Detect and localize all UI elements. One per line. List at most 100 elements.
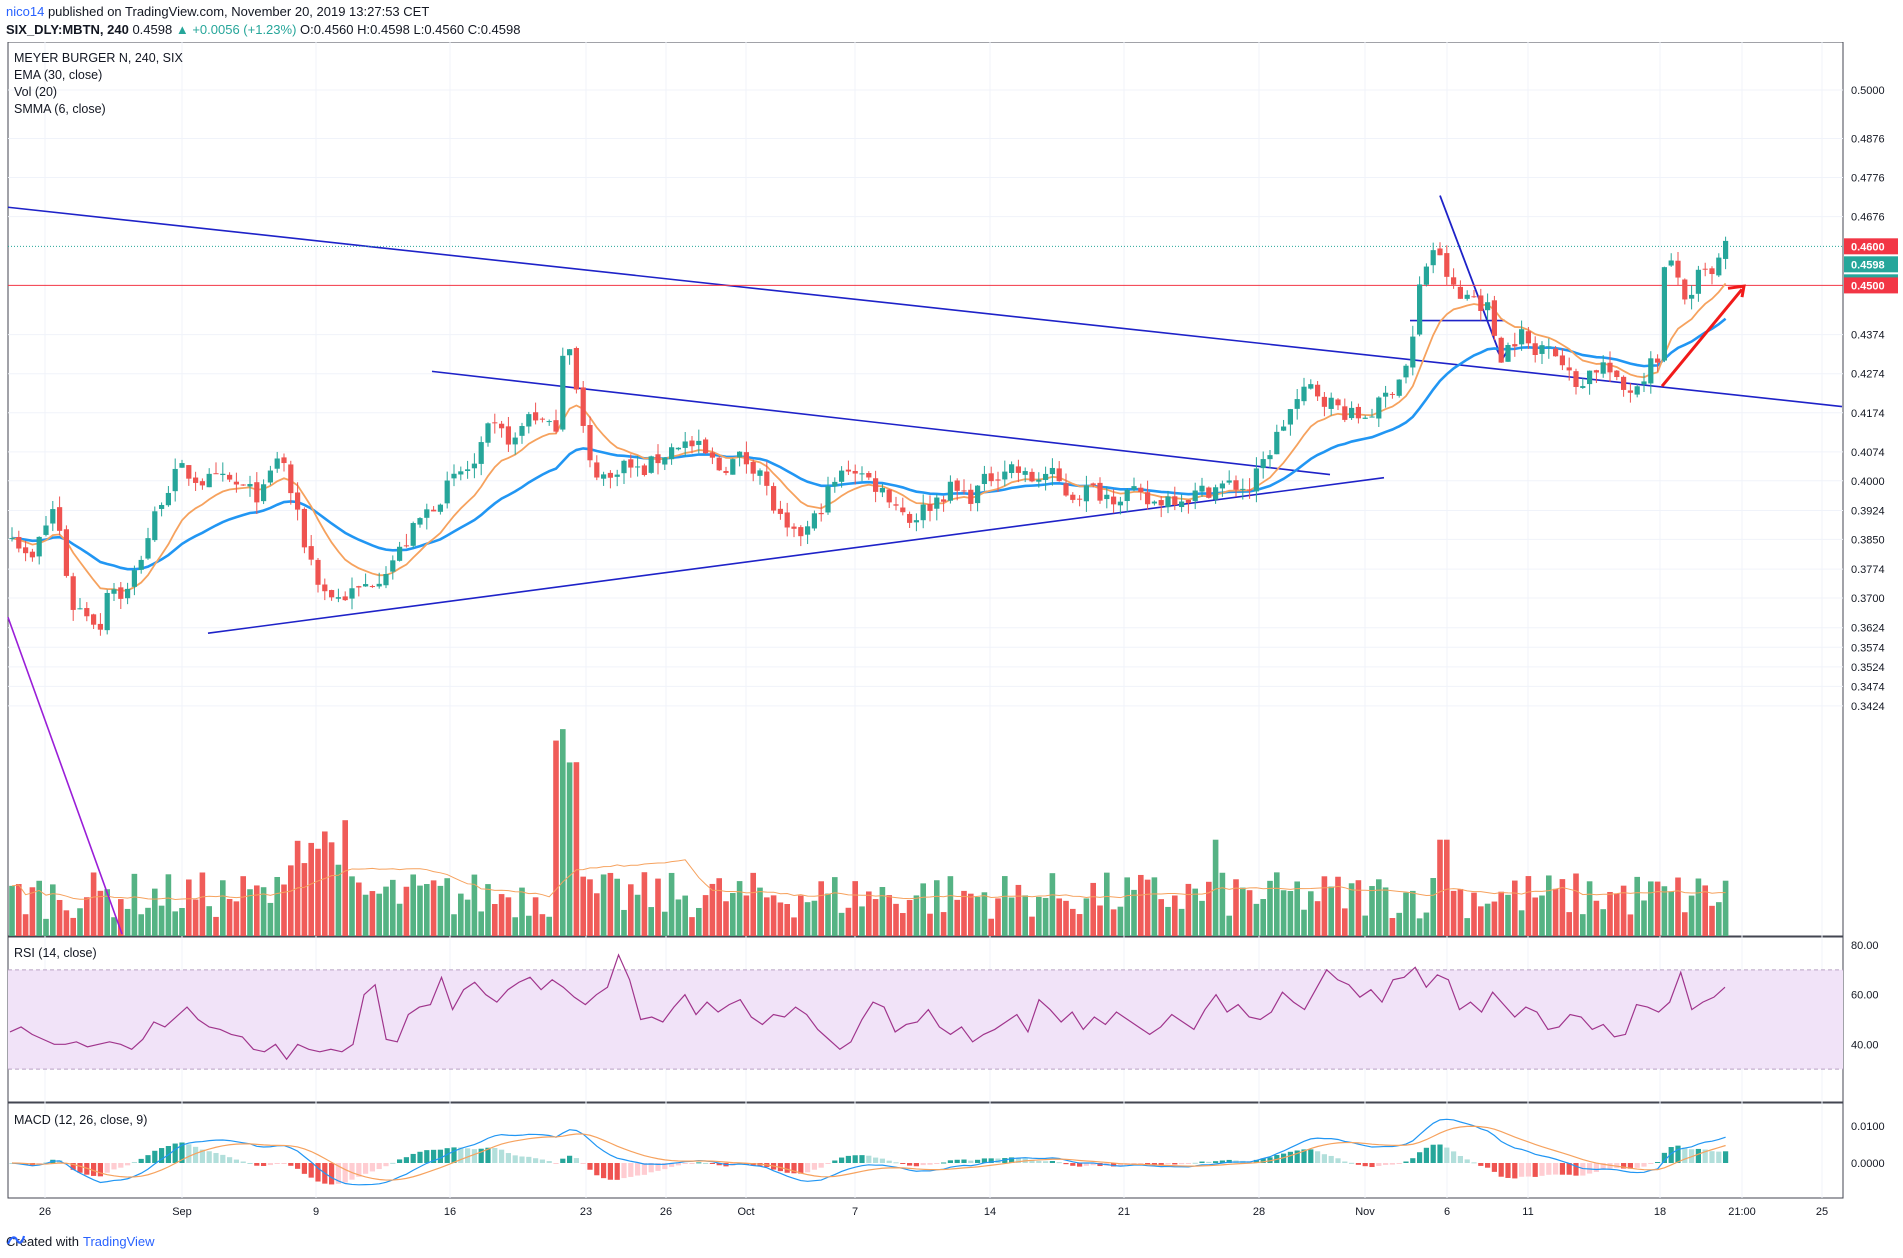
candle-body: [1682, 279, 1688, 300]
author-link[interactable]: nico14: [6, 4, 45, 19]
volume-bar: [1471, 892, 1477, 936]
volume-bar: [1423, 912, 1430, 936]
time-tick-label: 25: [1816, 1206, 1828, 1218]
volume-bar: [757, 887, 763, 936]
candle-body: [1301, 386, 1307, 402]
chart-area[interactable]: 0.5000 0.4876 0.4776 0.4676 0.4374 0.4274 0.41…: [0, 42, 1903, 1232]
candle-body: [567, 349, 573, 356]
rsi-tick-label: 80.00: [1851, 940, 1879, 952]
candle-body: [1328, 397, 1334, 409]
macd-histogram-bar: [159, 1148, 165, 1163]
candle-body: [764, 471, 770, 486]
volume-bar: [519, 887, 525, 936]
candle-body: [1185, 499, 1191, 503]
macd-histogram-bar: [403, 1157, 409, 1163]
volume-bar: [1362, 915, 1368, 936]
price-badge: [1844, 256, 1898, 273]
time-tick-label: 26: [39, 1206, 51, 1218]
volume-bar: [1484, 903, 1491, 936]
volume-bar: [614, 878, 620, 936]
macd-histogram-bar: [1056, 1162, 1062, 1164]
macd-histogram-bar: [947, 1160, 953, 1163]
candle-body: [213, 473, 219, 475]
trendline-descending-long: [7, 206, 1843, 408]
candle-body: [1206, 487, 1212, 498]
volume-bar: [940, 912, 947, 936]
macd-histogram-bar: [1172, 1163, 1178, 1165]
macd-histogram-bar: [1335, 1158, 1341, 1163]
candle-body: [1661, 267, 1667, 361]
macd-histogram-bar: [1614, 1163, 1620, 1169]
candle-body: [186, 465, 192, 479]
candle-body: [206, 473, 212, 488]
macd-histogram-bar: [988, 1158, 994, 1163]
volume-bar: [1382, 887, 1389, 936]
macd-histogram-bar: [1532, 1163, 1538, 1177]
candle-body: [199, 481, 205, 486]
time-tick-label: 11: [1522, 1206, 1533, 1218]
macd-histogram-bar: [1179, 1163, 1185, 1165]
volume-bar: [1090, 882, 1096, 936]
macd-histogram-bar: [118, 1163, 124, 1168]
volume-bar: [63, 910, 70, 936]
legend-smma[interactable]: SMMA (6, close): [14, 102, 106, 116]
candle-body: [1111, 496, 1117, 505]
macd-histogram-bar: [1253, 1159, 1259, 1163]
candle-body: [1172, 496, 1178, 505]
macd-legend[interactable]: MACD (12, 26, close, 9): [14, 1113, 148, 1127]
publish-line: nico14 published on TradingView.com, Nov…: [6, 4, 429, 19]
price-badge: [1844, 238, 1898, 255]
macd-histogram-bar: [1376, 1163, 1382, 1166]
candle-body: [1362, 417, 1368, 419]
price-tick-label: 0.4000: [1851, 476, 1885, 488]
volume-bar: [1389, 918, 1396, 936]
macd-histogram-bar: [91, 1163, 97, 1176]
macd-histogram-bar: [1036, 1160, 1042, 1163]
volume-bar: [342, 820, 348, 936]
macd-histogram-bar: [1342, 1161, 1348, 1163]
volume-bar: [444, 878, 450, 936]
candle-body: [641, 465, 647, 475]
time-tick-label: Sep: [172, 1206, 192, 1218]
legend-ema[interactable]: EMA (30, close): [14, 68, 103, 82]
volume-bar: [437, 885, 444, 936]
chart-svg[interactable]: 0.5000 0.4876 0.4776 0.4676 0.4374 0.4274 0.41…: [0, 42, 1903, 1232]
volume-bar: [267, 902, 274, 936]
candle-body: [648, 456, 654, 473]
volume-bar: [43, 918, 49, 936]
macd-histogram-bar: [267, 1163, 273, 1166]
candle-body: [1389, 393, 1395, 395]
macd-histogram-bar: [553, 1163, 559, 1164]
volume-bar: [1416, 918, 1423, 936]
macd-histogram-bar: [1369, 1163, 1375, 1168]
macd-histogram-bar: [1682, 1147, 1688, 1163]
time-tick-label: 18: [1654, 1206, 1666, 1218]
volume-bar: [1294, 881, 1300, 936]
macd-histogram-bar: [1029, 1159, 1035, 1163]
candle-body: [1199, 485, 1205, 492]
macd-histogram-bar: [179, 1142, 185, 1163]
candle-body: [730, 459, 736, 475]
macd-histogram-bar: [1600, 1163, 1606, 1170]
candle-body: [478, 442, 484, 464]
tradingview-link[interactable]: TradingView: [82, 1234, 155, 1249]
macd-histogram-bar: [1709, 1151, 1715, 1163]
volume-bar: [179, 908, 185, 936]
legend-vol[interactable]: Vol (20): [14, 85, 58, 99]
volume-bar: [97, 890, 104, 936]
volume-bar: [743, 895, 750, 936]
candle-body: [451, 473, 457, 479]
macd-histogram-bar: [417, 1151, 423, 1163]
candle-body: [798, 527, 804, 537]
candle-body: [261, 484, 267, 502]
volume-bar: [1620, 885, 1627, 936]
volume-bar: [1199, 900, 1205, 936]
macd-histogram-bar: [560, 1158, 566, 1163]
volume-bar: [1301, 909, 1307, 936]
pane-border-2: [7, 1102, 1844, 1199]
candle-body: [655, 454, 661, 464]
volume-bar: [1648, 881, 1654, 936]
rsi-legend[interactable]: RSI (14, close): [14, 946, 97, 960]
volume-bar: [152, 888, 158, 936]
volume-bar: [886, 895, 892, 936]
